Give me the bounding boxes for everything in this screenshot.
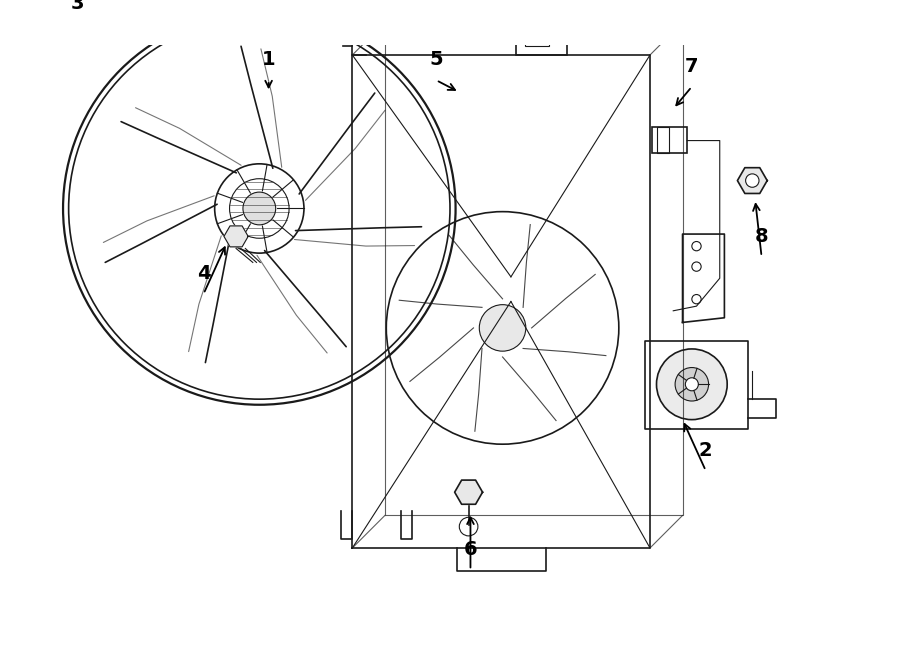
Bar [526,25,549,46]
Bar [657,127,669,153]
Circle shape [243,192,275,225]
Circle shape [685,378,698,391]
Text: 4: 4 [197,264,211,283]
Polygon shape [224,226,248,247]
Circle shape [480,305,526,351]
Text: 3: 3 [71,0,85,13]
Text: 1: 1 [262,50,275,69]
Bar [645,340,748,429]
Circle shape [656,349,727,420]
Bar [652,127,688,153]
Circle shape [675,368,708,401]
Polygon shape [80,0,122,36]
Polygon shape [454,480,482,504]
Text: 2: 2 [699,441,713,460]
Bar [516,13,567,55]
Text: 8: 8 [755,227,769,246]
Polygon shape [737,168,767,194]
Circle shape [745,174,759,187]
Text: 7: 7 [685,57,698,75]
Text: 5: 5 [429,50,443,69]
Text: 6: 6 [464,540,477,559]
Circle shape [92,8,111,27]
